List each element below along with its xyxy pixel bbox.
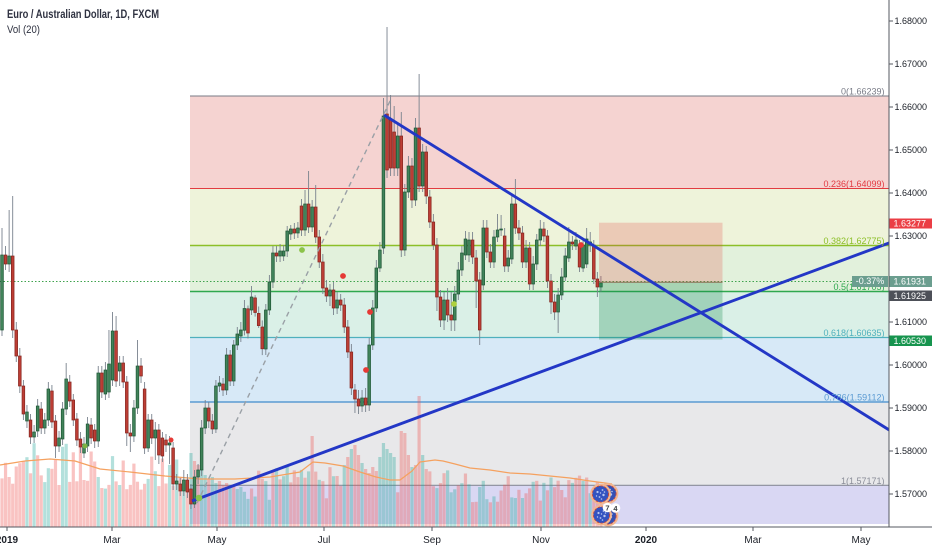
svg-text:1.61925: 1.61925 — [894, 291, 927, 301]
svg-text:1.67000: 1.67000 — [895, 59, 928, 69]
svg-text:1.61000: 1.61000 — [895, 317, 928, 327]
svg-text:1.65000: 1.65000 — [895, 145, 928, 155]
svg-text:0.236(1.64099): 0.236(1.64099) — [823, 179, 884, 189]
svg-text:Mar: Mar — [744, 535, 762, 546]
svg-text:May: May — [852, 535, 871, 546]
svg-text:1.59000: 1.59000 — [895, 403, 928, 413]
svg-text:1.63277: 1.63277 — [894, 219, 927, 229]
svg-text:Sep: Sep — [423, 535, 441, 546]
svg-text:1.64000: 1.64000 — [895, 188, 928, 198]
svg-text:1.60000: 1.60000 — [895, 360, 928, 370]
svg-text:Nov: Nov — [532, 535, 550, 546]
svg-text:1.66000: 1.66000 — [895, 102, 928, 112]
svg-text:-0.37%: -0.37% — [856, 276, 885, 286]
svg-text:May: May — [208, 535, 227, 546]
svg-text:1.60530: 1.60530 — [894, 336, 927, 346]
svg-text:0.382(1.62775): 0.382(1.62775) — [823, 236, 884, 246]
svg-text:2020: 2020 — [635, 535, 658, 546]
svg-text:0.618(1.60635): 0.618(1.60635) — [823, 328, 884, 338]
svg-text:0(1.66239): 0(1.66239) — [841, 87, 885, 97]
svg-text:Jul: Jul — [318, 535, 331, 546]
svg-text:2019: 2019 — [0, 535, 19, 546]
svg-text:1.57000: 1.57000 — [895, 489, 928, 499]
svg-text:Euro / Australian Dollar, 1D,: Euro / Australian Dollar, 1D, FXCM — [7, 7, 159, 21]
svg-text:1.61931: 1.61931 — [894, 277, 927, 287]
svg-text:1(1.57171): 1(1.57171) — [841, 476, 885, 486]
svg-text:Vol (20): Vol (20) — [7, 24, 40, 36]
svg-text:1.63000: 1.63000 — [895, 231, 928, 241]
svg-text:0.786(1.59112): 0.786(1.59112) — [824, 393, 884, 403]
svg-text:Mar: Mar — [103, 535, 121, 546]
svg-text:1.58000: 1.58000 — [895, 446, 928, 456]
svg-text:7: 7 — [605, 503, 609, 512]
svg-text:1.68000: 1.68000 — [895, 16, 928, 26]
